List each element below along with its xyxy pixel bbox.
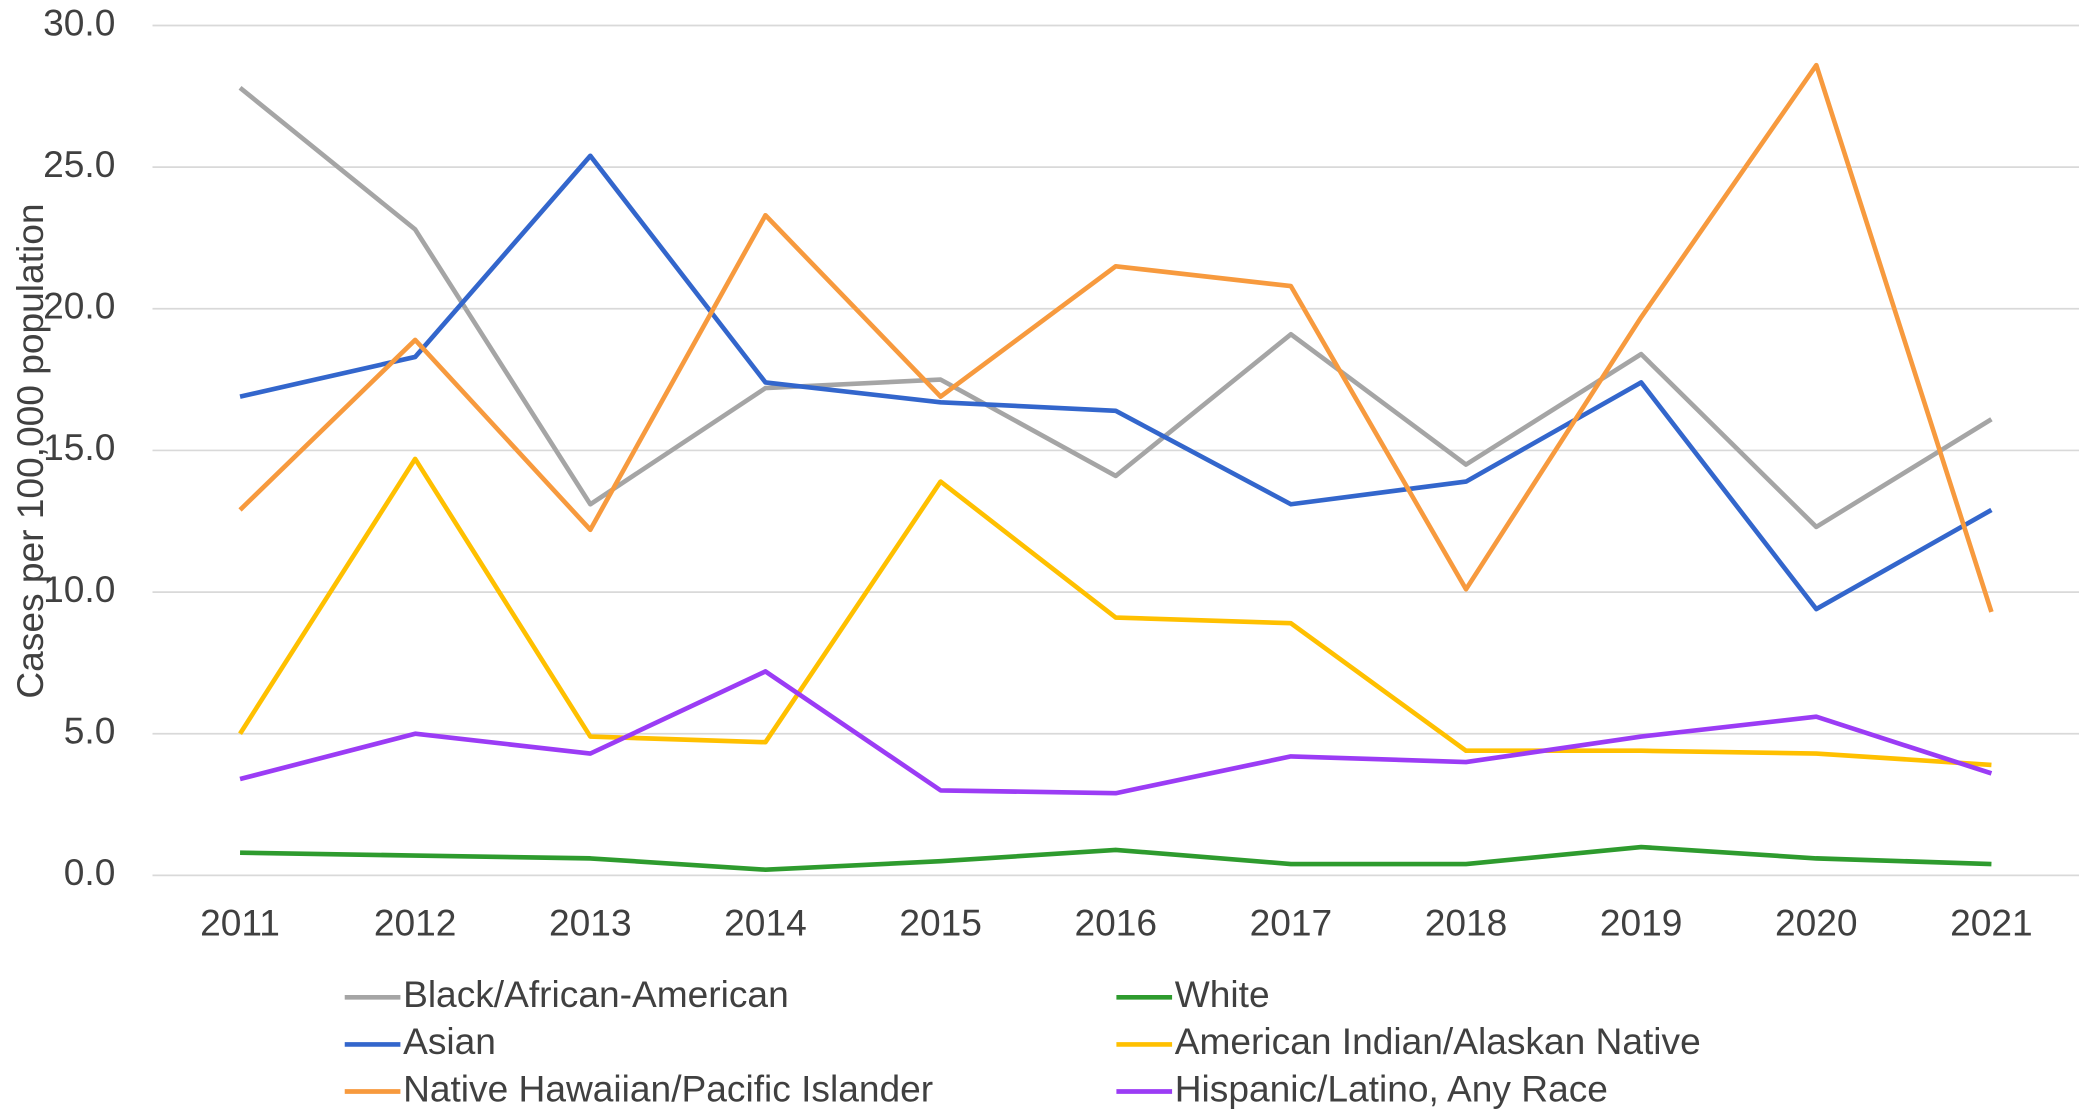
x-tick-label: 2011: [200, 902, 280, 944]
series-line: [239, 153, 1993, 612]
legend-label: Asian: [403, 1020, 496, 1062]
series-line: [239, 669, 1993, 796]
legend-label: American Indian/Alaskan Native: [1175, 1020, 1701, 1062]
x-tick-label: 2019: [1600, 902, 1683, 944]
y-tick-label: 10.0: [43, 568, 115, 610]
y-tick-label: 25.0: [43, 143, 115, 185]
x-tick-label: 2013: [549, 902, 632, 944]
legend-label: Black/African-American: [403, 973, 789, 1015]
y-tick-label: 0.0: [64, 851, 116, 893]
x-tick-label: 2018: [1425, 902, 1508, 944]
legend-label: White: [1175, 973, 1270, 1015]
series-line: [240, 844, 1992, 873]
y-axis-label: Cases per 100,000 population: [9, 204, 51, 699]
y-tick-label: 15.0: [43, 426, 115, 468]
x-tick-label: 2016: [1074, 902, 1157, 944]
legend-label: Native Hawaiian/Pacific Islander: [403, 1067, 933, 1109]
series-line: [238, 456, 1992, 768]
x-tick-label: 2021: [1950, 902, 2033, 944]
y-tick-label: 30.0: [43, 1, 115, 43]
x-tick-label: 2020: [1775, 902, 1858, 944]
series-line: [238, 86, 1993, 530]
x-tick-label: 2017: [1250, 902, 1333, 944]
legend-label: Hispanic/Latino, Any Race: [1175, 1067, 1608, 1109]
series-line: [238, 62, 1994, 613]
y-tick-label: 5.0: [64, 710, 116, 752]
y-tick-label: 20.0: [43, 285, 115, 327]
x-tick-label: 2014: [724, 902, 807, 944]
x-tick-label: 2015: [899, 902, 982, 944]
x-tick-label: 2012: [374, 902, 457, 944]
